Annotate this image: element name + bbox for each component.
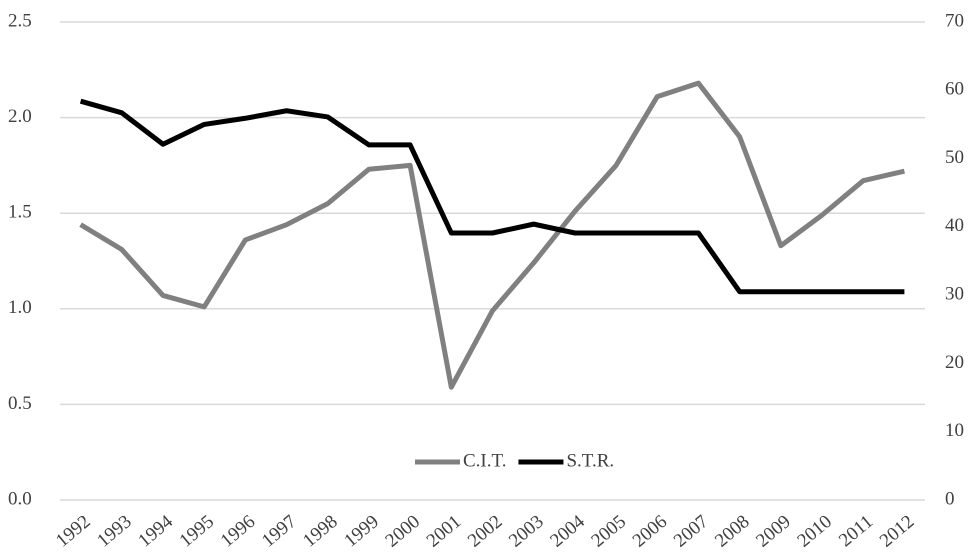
x-tick-label: 2003: [505, 511, 548, 552]
x-tick-label: 2001: [423, 511, 466, 552]
y-tick-label: 1.5: [8, 202, 32, 223]
y-tick-label: 1.0: [8, 297, 32, 318]
x-tick-label: 1994: [134, 511, 177, 552]
x-tick-label: 2005: [587, 511, 630, 552]
x-tick-label: 2002: [464, 511, 507, 552]
x-tick-label: 2010: [793, 511, 836, 552]
series-line: [79, 98, 905, 295]
x-tick-label: 1996: [217, 511, 260, 552]
x-tick-label: 2006: [629, 511, 672, 552]
y2-tick-label: 10: [945, 420, 964, 441]
y2-tick-label: 50: [945, 147, 964, 168]
x-tick-label: 2012: [876, 511, 919, 552]
y2-tick-label: 0: [945, 488, 955, 509]
x-tick-label: 2007: [670, 511, 713, 552]
x-tick-label: 1995: [176, 511, 219, 552]
y2-tick-label: 20: [945, 352, 964, 373]
x-tick-label: 2008: [711, 511, 754, 552]
x-tick-label: 2004: [546, 511, 589, 552]
y2-tick-label: 60: [945, 79, 964, 100]
series-line: [79, 80, 905, 390]
y-tick-label: 0.5: [8, 393, 32, 414]
y2-tick-label: 40: [945, 215, 964, 236]
y-tick-label: 2.0: [8, 106, 32, 127]
x-tick-label: 2009: [752, 511, 795, 552]
y2-tick-label: 30: [945, 284, 964, 305]
x-tick-label: 1993: [93, 511, 136, 552]
legend-label: C.I.T.: [463, 450, 506, 471]
x-tick-label: 2011: [835, 511, 877, 551]
x-tick-label: 1998: [299, 511, 342, 552]
y2-tick-label: 70: [945, 10, 964, 31]
y-tick-label: 0.0: [8, 488, 32, 509]
x-tick-label: 1992: [52, 511, 95, 552]
x-tick-label: 1997: [258, 511, 301, 552]
x-tick-label: 2000: [382, 511, 425, 552]
legend-label: S.T.R.: [566, 450, 614, 471]
y-tick-label: 2.5: [8, 10, 32, 31]
x-tick-label: 1999: [340, 511, 383, 552]
